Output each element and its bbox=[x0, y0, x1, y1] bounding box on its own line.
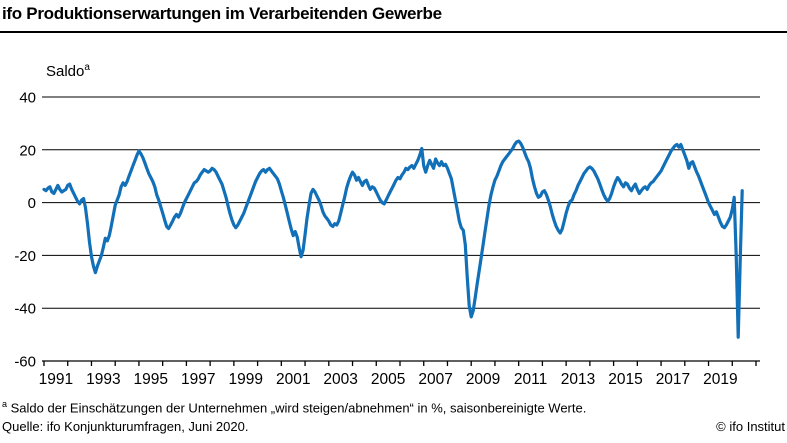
x-tick-label: 1999 bbox=[228, 371, 262, 388]
y-tick-label: 20 bbox=[19, 142, 36, 159]
footnote-marker: a bbox=[2, 399, 8, 409]
title-divider bbox=[0, 31, 787, 33]
x-tick-label: 2015 bbox=[608, 371, 642, 388]
source-row: Quelle: ifo Konjunkturumfragen, Juni 202… bbox=[2, 419, 785, 434]
source-text: Quelle: ifo Konjunkturumfragen, Juni 202… bbox=[2, 419, 249, 434]
x-tick-label: 2003 bbox=[323, 371, 357, 388]
x-tick-label: 2017 bbox=[656, 371, 690, 388]
y-axis-title-footnote-marker: a bbox=[84, 62, 90, 73]
footnote: a Saldo der Einschätzungen der Unternehm… bbox=[2, 399, 586, 415]
x-tick-label: 1991 bbox=[39, 371, 73, 388]
x-tick-label: 1997 bbox=[181, 371, 215, 388]
x-tick-label: 2001 bbox=[276, 371, 310, 388]
x-tick-label: 2005 bbox=[371, 371, 405, 388]
x-tick-label: 2013 bbox=[561, 371, 595, 388]
x-tick-label: 2009 bbox=[466, 371, 500, 388]
y-tick-label: -20 bbox=[14, 248, 36, 265]
y-axis-title: Saldoa bbox=[46, 62, 90, 80]
page-title: ifo Produktionserwartungen im Verarbeite… bbox=[2, 4, 442, 23]
series-line bbox=[42, 139, 744, 339]
x-tick-label: 2019 bbox=[703, 371, 737, 388]
copyright-text: © ifo Institut bbox=[716, 419, 785, 434]
y-axis-title-text: Saldo bbox=[46, 63, 85, 80]
y-tick-label: 40 bbox=[19, 90, 36, 107]
y-tick-label: 0 bbox=[28, 195, 36, 212]
y-tick-label: -60 bbox=[14, 354, 36, 371]
x-tick-label: 1993 bbox=[86, 371, 120, 388]
x-tick-label: 2007 bbox=[418, 371, 452, 388]
x-tick-label: 2011 bbox=[514, 371, 547, 388]
footnote-text: Saldo der Einschätzungen der Unternehmen… bbox=[10, 400, 587, 416]
x-tick-label: 1995 bbox=[134, 371, 168, 388]
y-tick-label: -40 bbox=[14, 301, 36, 318]
